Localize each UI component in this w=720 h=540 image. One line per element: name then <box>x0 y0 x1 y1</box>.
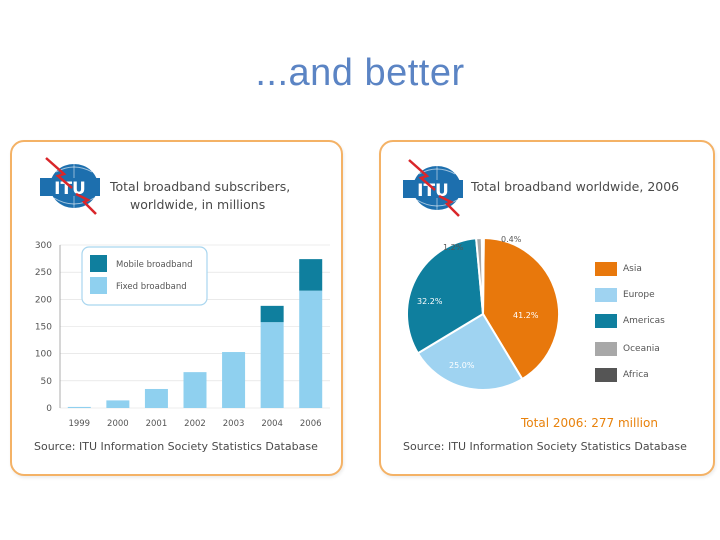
y-tick-label: 250 <box>35 268 52 278</box>
legend-swatch-oceania <box>595 342 617 356</box>
bar-chart-panel: ITU Total broadband subscribers, worldwi… <box>10 140 343 476</box>
legend-label-africa: Africa <box>623 370 649 380</box>
x-tick-label: 2006 <box>300 419 322 429</box>
pie-slice-africa <box>480 237 485 315</box>
y-tick-label: 100 <box>35 350 52 360</box>
legend-box <box>81 246 208 306</box>
pie-chart-title: Total broadband worldwide, 2006 <box>471 179 680 194</box>
bar-fixed-2006 <box>299 290 323 408</box>
pie-chart: 41.2% 25.0% 32.2% 1.2% 0.4% <box>406 235 560 391</box>
x-tick-label: 2003 <box>223 419 245 429</box>
bar-chart-title-line2: worldwide, in millions <box>130 197 266 212</box>
bar-chart: 0 50 100 150 200 250 300 1999 2000 2001 2002 2003 20… <box>35 241 330 429</box>
x-tick-label: 2000 <box>107 419 129 429</box>
x-tick-label: 2002 <box>184 419 206 429</box>
pie-value-label-europe: 25.0% <box>449 361 475 370</box>
legend-swatch-europe <box>595 288 617 302</box>
bar-fixed-1999 <box>67 406 91 408</box>
legend-swatch-americas <box>595 314 617 328</box>
bar-fixed-2002 <box>183 372 207 408</box>
itu-logo-icon: ITU <box>40 157 100 215</box>
bar-fixed-2004 <box>260 322 284 408</box>
pie-value-label-americas: 32.2% <box>417 297 443 306</box>
legend-label-fixed: Fixed broadband <box>116 282 187 292</box>
pie-value-label-asia: 41.2% <box>513 311 539 320</box>
slide-title: ...and better <box>255 52 465 94</box>
bar-chart-source: Source: ITU Information Society Statisti… <box>34 440 318 453</box>
pie-chart-source: Source: ITU Information Society Statisti… <box>403 440 687 453</box>
legend-swatch-mobile <box>90 255 107 272</box>
pie-slice-europe <box>416 312 524 391</box>
legend-label-europe: Europe <box>623 290 655 300</box>
pie-value-label-oceania: 1.2% <box>443 243 464 252</box>
legend-label-mobile: Mobile broadband <box>116 260 192 270</box>
legend-swatch-africa <box>595 368 617 382</box>
pie-chart-panel: ITU Total broadband worldwide, 2006 41.2… <box>379 140 715 476</box>
bar-mobile-2006 <box>299 259 323 291</box>
y-tick-label: 200 <box>35 295 52 305</box>
y-tick-label: 300 <box>35 241 52 251</box>
y-tick-label: 0 <box>46 404 52 414</box>
legend-label-asia: Asia <box>623 264 642 274</box>
x-tick-label: 2001 <box>146 419 168 429</box>
bar-chart-title-line1: Total broadband subscribers, <box>110 179 291 194</box>
y-tick-label: 150 <box>35 323 52 333</box>
bar-fixed-2000 <box>106 400 130 408</box>
legend-label-oceania: Oceania <box>623 344 660 354</box>
legend-label-americas: Americas <box>623 316 665 326</box>
pie-value-label-africa: 0.4% <box>501 235 522 244</box>
legend-swatch-asia <box>595 262 617 276</box>
itu-logo-icon: ITU <box>403 159 463 217</box>
x-tick-label: 1999 <box>68 419 90 429</box>
y-tick-label: 50 <box>41 377 53 387</box>
x-tick-label: 2004 <box>261 419 283 429</box>
legend-swatch-fixed <box>90 277 107 294</box>
bar-fixed-2003 <box>222 352 246 408</box>
bar-mobile-2004 <box>260 305 284 323</box>
pie-slice-americas <box>406 237 485 355</box>
bar-fixed-2001 <box>144 388 168 408</box>
pie-total-label: Total 2006: 277 million <box>521 416 658 430</box>
